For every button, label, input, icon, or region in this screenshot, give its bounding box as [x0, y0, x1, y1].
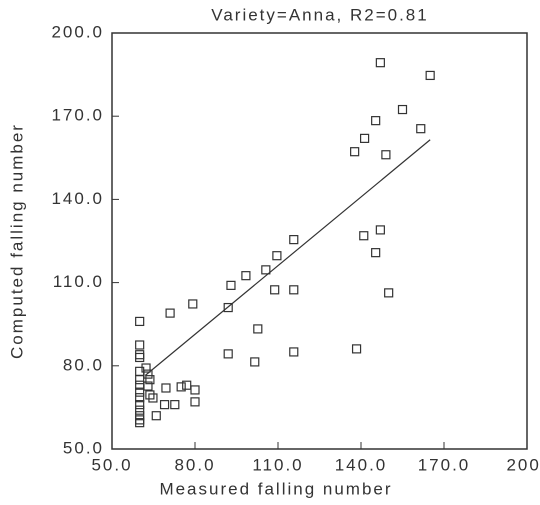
- point: [135, 400, 145, 410]
- chart-title: Variety=Anna, R2=0.81: [211, 5, 428, 24]
- point: [359, 231, 369, 241]
- point: [272, 251, 282, 261]
- point: [135, 418, 145, 428]
- point: [190, 397, 200, 407]
- point: [135, 387, 145, 397]
- point: [151, 411, 161, 421]
- point: [135, 316, 145, 327]
- point: [241, 271, 251, 281]
- point: [350, 147, 360, 157]
- point: [159, 400, 170, 410]
- x-tick-label: 200.: [506, 455, 540, 474]
- point: [148, 393, 158, 403]
- point: [381, 150, 391, 160]
- point: [223, 349, 233, 359]
- point: [384, 288, 394, 298]
- x-tick-label: 140.0: [335, 455, 388, 474]
- point: [223, 302, 233, 313]
- y-tick-label: 50.0: [63, 438, 104, 457]
- point: [425, 70, 435, 81]
- point: [289, 347, 299, 357]
- y-tick-label: 80.0: [63, 355, 104, 374]
- point: [135, 375, 145, 385]
- y-tick-label: 110.0: [53, 272, 104, 291]
- plot-frame: [111, 32, 528, 450]
- point: [145, 390, 155, 400]
- point: [135, 340, 145, 350]
- point: [141, 363, 151, 373]
- point: [226, 280, 236, 290]
- point: [289, 285, 299, 295]
- y-tick-label: 170.0: [51, 106, 104, 125]
- x-axis-label: Measured falling number: [159, 479, 392, 498]
- point: [143, 369, 153, 379]
- point: [289, 235, 299, 245]
- point: [190, 385, 200, 395]
- fit-line: [144, 139, 431, 376]
- x-tick-label: 170.0: [418, 455, 471, 474]
- point: [371, 248, 381, 258]
- point: [416, 124, 426, 134]
- y-tick-label: 140.0: [51, 189, 104, 208]
- point: [270, 285, 280, 295]
- y-tick-label: 200.0: [51, 22, 104, 41]
- point: [165, 308, 175, 318]
- point: [261, 265, 271, 275]
- point: [351, 344, 362, 354]
- point: [161, 383, 171, 393]
- point: [375, 58, 385, 68]
- x-tick-label: 50.0: [91, 455, 132, 474]
- point: [397, 104, 408, 115]
- point: [145, 375, 155, 385]
- point: [359, 133, 370, 143]
- point: [253, 324, 263, 334]
- point: [176, 382, 186, 392]
- point: [135, 350, 145, 360]
- point: [371, 116, 381, 126]
- point: [250, 357, 260, 367]
- point: [143, 381, 153, 391]
- point: [170, 400, 180, 410]
- point: [135, 352, 145, 363]
- x-tick-label: 80.0: [174, 455, 215, 474]
- point: [375, 225, 385, 235]
- x-tick-label: 110.0: [252, 455, 303, 474]
- point: [182, 380, 192, 390]
- y-axis-label: Computed falling number: [7, 123, 26, 359]
- point: [135, 405, 145, 415]
- point: [135, 393, 145, 403]
- point: [188, 299, 198, 309]
